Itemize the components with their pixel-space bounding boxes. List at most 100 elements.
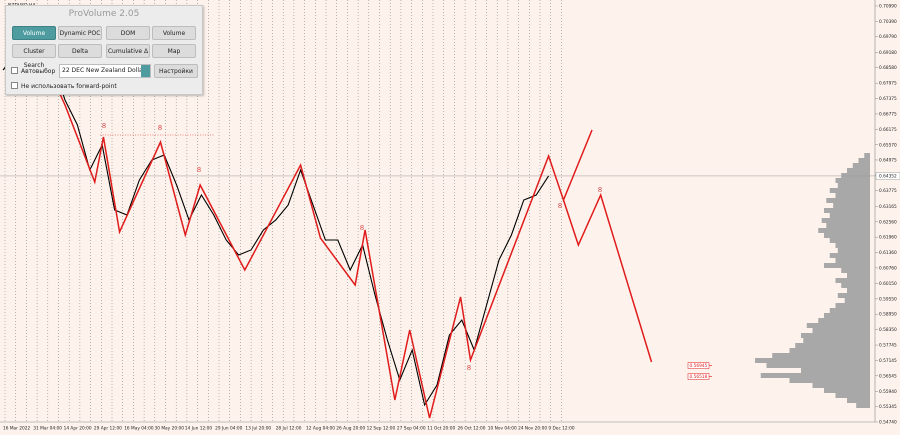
volume-bar: [824, 313, 870, 318]
time-label: 16 Mar 2022: [3, 426, 31, 432]
volume-bar: [826, 223, 870, 228]
time-label: 31 Mar 04:00: [33, 426, 62, 432]
volume-bar: [864, 153, 870, 158]
select-arrow: [141, 65, 150, 77]
volume-bar: [833, 203, 870, 208]
time-label: 11 Oct 20:00: [427, 426, 455, 432]
volume-bar: [858, 158, 870, 163]
button[interactable]: Volume: [152, 26, 196, 40]
volume-bar: [760, 373, 870, 378]
volume-bar: [841, 268, 870, 273]
button[interactable]: DOM: [106, 26, 150, 40]
volume-bar: [766, 363, 870, 368]
volume-bar: [821, 218, 870, 223]
time-label: 29 Jun 04:00: [215, 426, 243, 432]
volume-bar: [835, 278, 870, 283]
provolume-panel: ProVolume 2.05 Volume Profile Dynamic PO…: [5, 5, 203, 95]
time-label: 26 Aug 20:00: [336, 426, 365, 432]
volume-bar: [835, 193, 870, 198]
button[interactable]: Map: [152, 44, 196, 58]
volume-bar: [824, 263, 870, 268]
button[interactable]: Cumulative Δ: [106, 44, 150, 58]
volume-bar: [844, 298, 870, 303]
volume-bar: [795, 343, 870, 348]
volume-bar: [837, 248, 870, 253]
price-tick-label: 0.58950: [879, 312, 897, 318]
volume-bar: [812, 328, 870, 333]
price-tick-label: 0.63775: [879, 188, 897, 194]
price-tick-label: 0.60150: [879, 281, 897, 287]
volume-bar: [847, 168, 870, 173]
volume-bar: [835, 178, 870, 183]
price-tick-label: 0.64975: [879, 157, 897, 163]
current-price-label: 0.64352: [879, 173, 897, 179]
price-line: [2, 54, 550, 407]
button[interactable]: Cluster Search: [12, 44, 56, 69]
checkbox[interactable]: Автовыбор: [11, 67, 55, 76]
time-label: 26 Oct 12:00: [458, 426, 486, 432]
wave-label: 8: [360, 224, 364, 232]
projection-line: [562, 192, 653, 363]
time-label: 10 Nov 04:00: [488, 426, 517, 432]
volume-bar: [818, 318, 870, 323]
price-tick-label: 0.57745: [879, 343, 897, 349]
current-price-box: [875, 172, 900, 180]
volume-bar: [835, 303, 870, 308]
price-tick-label: 0.54740: [879, 420, 897, 426]
price-tick-label: 0.66175: [879, 127, 897, 133]
time-label: 9 Dec 12:00: [548, 426, 574, 432]
button[interactable]: Dynamic POC: [58, 26, 102, 40]
price-tick-label: 0.69180: [879, 50, 897, 56]
volume-bar: [826, 198, 870, 203]
volume-bar: [835, 393, 870, 398]
wave-label: 8: [102, 122, 106, 130]
time-label: 24 Nov 20:00: [518, 426, 547, 432]
button[interactable]: Delta: [58, 44, 102, 58]
volume-bar: [824, 233, 870, 238]
price-tick-label: 0.61960: [879, 235, 897, 241]
price-tick-label: 0.55940: [879, 389, 897, 395]
price-tick-label: 0.56545: [879, 373, 897, 379]
time-label: 29 Apr 12:00: [94, 426, 122, 432]
level-label: 0.56945: [690, 363, 708, 369]
wave-label: 8: [158, 124, 162, 132]
price-tick-label: 0.68580: [879, 65, 897, 71]
button[interactable]: Настройки: [154, 64, 198, 78]
price-tick-label: 0.58350: [879, 327, 897, 333]
volume-bar: [835, 258, 870, 263]
select-text: 22 DEC New Zealand Dollar: [62, 67, 146, 74]
volume-bar: [852, 163, 870, 168]
volume-bar: [789, 348, 870, 353]
volume-bar: [801, 368, 870, 373]
volume-bar: [772, 353, 870, 358]
price-tick-label: 0.60760: [879, 265, 897, 271]
price-tick-label: 0.57145: [879, 358, 897, 364]
volume-bar: [835, 243, 870, 248]
time-label: 12 Sep 12:00: [367, 426, 396, 432]
price-tick-label: 0.55345: [879, 404, 897, 410]
volume-bar: [837, 293, 870, 298]
wave-label: 8: [467, 364, 471, 372]
time-label: 28 Jul 12:00: [276, 426, 302, 432]
time-label: 16 May 04:00: [124, 426, 154, 432]
level-box: [687, 373, 710, 380]
volume-bar: [847, 398, 870, 403]
wave-label: 8: [598, 186, 602, 194]
volume-bar: [847, 273, 870, 278]
price-tick-label: 0.63165: [879, 204, 897, 210]
price-tick-label: 0.61360: [879, 250, 897, 256]
contract-select[interactable]: 22 DEC New Zealand Dollar: [59, 64, 151, 78]
time-label: 14 Jun 12:00: [185, 426, 213, 432]
volume-bar: [812, 383, 870, 388]
volume-bar: [818, 228, 870, 233]
wave-label: 8: [197, 166, 201, 174]
price-tick-label: 0.65570: [879, 142, 897, 148]
time-label: 27 Sep 04:00: [397, 426, 426, 432]
price-tick-label: 0.70990: [879, 4, 897, 10]
volume-bar: [803, 338, 870, 343]
time-label: 13 Jul 20:00: [245, 426, 271, 432]
checkbox[interactable]: Не использовать forward-point: [11, 82, 117, 91]
volume-bar: [829, 188, 870, 193]
button[interactable]: Volume Profile: [12, 26, 56, 51]
